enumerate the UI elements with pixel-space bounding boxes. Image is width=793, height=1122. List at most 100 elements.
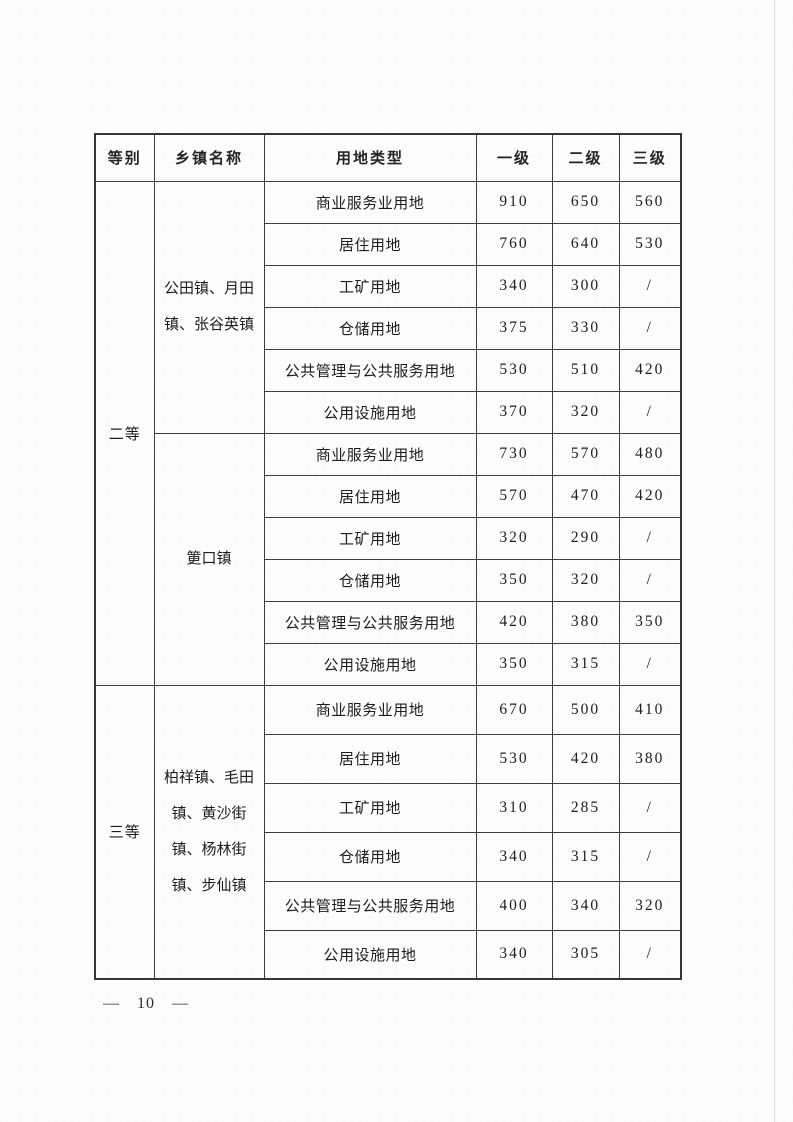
column-header-level2: 二级 (551, 133, 620, 182)
price-cell-level3: / (618, 516, 682, 560)
price-cell-level2: 305 (551, 929, 620, 980)
land-type-cell: 仓储用地 (263, 306, 477, 350)
table-row: 三等 柏祥镇、毛田镇、黄沙街镇、杨林街镇、步仙镇 商业服务业用地 670 500… (94, 684, 682, 980)
land-type-cell: 仓储用地 (263, 831, 477, 882)
price-cell-level1: 340 (475, 929, 553, 980)
price-cell-level3: 560 (618, 180, 682, 224)
price-cell-level2: 470 (551, 474, 620, 518)
table-row: 公共管理与公共服务用地 420 380 350 (95, 600, 682, 644)
table-row: 工矿用地 310 285 / (95, 782, 682, 833)
price-cell-level3: 530 (618, 222, 682, 266)
price-cell-level1: 375 (475, 306, 553, 350)
price-cell-level1: 570 (475, 474, 553, 518)
township-cell: 柏祥镇、毛田镇、黄沙街镇、杨林街镇、步仙镇 (153, 684, 265, 980)
column-header-level1: 一级 (475, 133, 553, 182)
table-row: 居住用地 530 420 380 (95, 733, 682, 784)
table-row: 公用设施用地 370 320 / (95, 390, 682, 434)
price-cell-level2: 300 (551, 264, 620, 308)
price-cell-level2: 285 (551, 782, 620, 833)
price-cell-level2: 570 (551, 432, 620, 476)
column-header-grade: 等别 (94, 133, 155, 182)
table-row: 工矿用地 340 300 / (95, 264, 682, 308)
grade-cell: 三等 (94, 684, 155, 980)
price-cell-level1: 370 (475, 390, 553, 434)
land-type-cell: 公共管理与公共服务用地 (263, 600, 477, 644)
price-cell-level3: 480 (618, 432, 682, 476)
land-type-cell: 公共管理与公共服务用地 (263, 880, 477, 931)
price-cell-level3: 410 (618, 684, 682, 735)
table-row: 二等 公田镇、月田镇、张谷英镇 商业服务业用地 910 650 560 (94, 180, 682, 686)
price-cell-level3: 320 (618, 880, 682, 931)
price-cell-level1: 400 (475, 880, 553, 931)
price-cell-level2: 290 (551, 516, 620, 560)
price-cell-level1: 310 (475, 782, 553, 833)
price-cell-level3: 420 (618, 348, 682, 392)
township-cell: 筻口镇 (153, 432, 265, 686)
price-cell-level1: 340 (475, 831, 553, 882)
price-cell-level1: 320 (475, 516, 553, 560)
price-cell-level2: 320 (551, 558, 620, 602)
price-cell-level2: 315 (551, 831, 620, 882)
land-type-cell: 居住用地 (263, 474, 477, 518)
column-header-level3: 三级 (618, 133, 682, 182)
price-cell-level3: / (618, 929, 682, 980)
land-type-cell: 商业服务业用地 (263, 432, 477, 476)
page-number: — 10 — (103, 995, 189, 1012)
land-type-cell: 居住用地 (263, 733, 477, 784)
column-header-township: 乡镇名称 (153, 133, 265, 182)
price-cell-level2: 650 (551, 180, 620, 224)
table-row: 仓储用地 375 330 / (95, 306, 682, 350)
price-cell-level2: 500 (551, 684, 620, 735)
land-type-cell: 公共管理与公共服务用地 (263, 348, 477, 392)
scan-edge-artifact (774, 0, 775, 1122)
price-cell-level3: 380 (618, 733, 682, 784)
table-row: 仓储用地 340 315 / (95, 831, 682, 882)
price-cell-level1: 350 (475, 558, 553, 602)
price-cell-level3: / (618, 558, 682, 602)
price-cell-level1: 730 (475, 432, 553, 476)
table-row: 公用设施用地 340 305 / (95, 929, 682, 980)
price-cell-level1: 350 (475, 642, 553, 686)
price-cell-level2: 315 (551, 642, 620, 686)
price-cell-level3: / (618, 390, 682, 434)
price-cell-level2: 380 (551, 600, 620, 644)
price-cell-level3: / (618, 264, 682, 308)
price-cell-level2: 340 (551, 880, 620, 931)
township-cell: 公田镇、月田镇、张谷英镇 (153, 180, 265, 434)
table-header-row: 等别 乡镇名称 用地类型 一级 二级 三级 (94, 133, 682, 182)
price-cell-level3: / (618, 782, 682, 833)
land-type-cell: 公用设施用地 (263, 642, 477, 686)
price-cell-level1: 670 (475, 684, 553, 735)
price-cell-level1: 530 (475, 348, 553, 392)
land-type-cell: 工矿用地 (263, 782, 477, 833)
price-cell-level1: 910 (475, 180, 553, 224)
land-type-cell: 居住用地 (263, 222, 477, 266)
price-cell-level3: / (618, 831, 682, 882)
grade-cell: 二等 (94, 180, 155, 686)
price-cell-level1: 340 (475, 264, 553, 308)
price-cell-level1: 420 (475, 600, 553, 644)
price-cell-level2: 330 (551, 306, 620, 350)
table-row: 仓储用地 350 320 / (95, 558, 682, 602)
land-price-table: 等别 乡镇名称 用地类型 一级 二级 三级 二等 公田镇、月田镇、张谷英镇 商业… (94, 133, 682, 980)
price-cell-level3: / (618, 306, 682, 350)
price-cell-level3: / (618, 642, 682, 686)
land-type-cell: 商业服务业用地 (263, 180, 477, 224)
column-header-land-type: 用地类型 (263, 133, 477, 182)
land-type-cell: 仓储用地 (263, 558, 477, 602)
price-cell-level2: 510 (551, 348, 620, 392)
land-type-cell: 公用设施用地 (263, 390, 477, 434)
table-row: 居住用地 760 640 530 (95, 222, 682, 266)
table-row: 居住用地 570 470 420 (95, 474, 682, 518)
price-cell-level3: 420 (618, 474, 682, 518)
price-cell-level2: 420 (551, 733, 620, 784)
price-cell-level2: 320 (551, 390, 620, 434)
table-row: 公用设施用地 350 315 / (95, 642, 682, 686)
price-cell-level1: 760 (475, 222, 553, 266)
price-cell-level1: 530 (475, 733, 553, 784)
land-type-cell: 公用设施用地 (263, 929, 477, 980)
land-type-cell: 商业服务业用地 (263, 684, 477, 735)
price-cell-level2: 640 (551, 222, 620, 266)
table-row: 公共管理与公共服务用地 400 340 320 (95, 880, 682, 931)
